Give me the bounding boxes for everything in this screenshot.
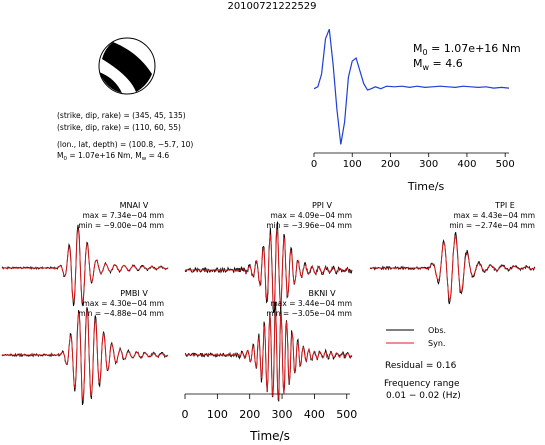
- station-max: max = 3.44e−04 mm: [270, 299, 352, 308]
- stf-tick-label: 200: [381, 159, 400, 170]
- stf-ticks: 0 100 200 300 400 500: [311, 153, 515, 170]
- station-min: min = −9.00e−04 mm: [78, 221, 164, 230]
- stf-tick-label: 500: [496, 159, 515, 170]
- waveform-tick-label: 0: [182, 408, 189, 421]
- station-min: min = −3.96e−04 mm: [266, 221, 352, 230]
- station-name: BKNI V: [308, 289, 336, 298]
- stf-chart: 0 100 200 300 400 500 Time/s M0 = 1.07e+16 Nm…: [311, 28, 521, 193]
- synthetic-waveform: [185, 229, 353, 310]
- fault-plane-1: (strike, dip, rake) = (345, 45, 135): [57, 111, 186, 120]
- fault-plane-2: (strike, dip, rake) = (110, 60, 55): [57, 123, 181, 132]
- legend-syn-label: Syn.: [428, 339, 445, 348]
- station-name: TPI E: [494, 201, 515, 210]
- moment-magnitude-line: M0 = 1.07e+16 Nm, Mw = 4.6: [57, 151, 169, 162]
- location-depth: (lon., lat, depth) = (100.8, −5.7, 10): [57, 140, 193, 149]
- synthetic-waveform: [185, 309, 353, 401]
- station-max: max = 4.30e−04 mm: [82, 299, 164, 308]
- legend-obs-label: Obs.: [428, 326, 446, 335]
- station-max: max = 4.43e−04 mm: [453, 211, 535, 220]
- stf-tick-label: 100: [343, 159, 362, 170]
- station-min: min = −3.05e−04 mm: [266, 309, 352, 318]
- stf-tick-label: 400: [457, 159, 476, 170]
- stf-xlabel: Time/s: [407, 180, 445, 193]
- stf-plot: [313, 28, 510, 145]
- station-max: max = 7.34e−04 mm: [82, 211, 164, 220]
- waveform-tick-label: 100: [207, 408, 228, 421]
- waveform-tick-label: 200: [239, 408, 260, 421]
- waveform-tick-label: 400: [304, 408, 325, 421]
- station-name: MNAI V: [120, 201, 149, 210]
- waveform-tick-label: 500: [336, 408, 357, 421]
- stf-tick-label: 0: [311, 159, 317, 170]
- stf-series-line: [313, 28, 510, 145]
- station-name: PPI V: [312, 201, 333, 210]
- stf-m0-label: M0 = 1.07e+16 Nm: [413, 42, 521, 57]
- beachball: [98, 37, 156, 95]
- station-min: min = −2.74e−04 mm: [449, 221, 535, 230]
- stf-tick-label: 300: [419, 159, 438, 170]
- frequency-value: 0.01 − 0.02 (Hz): [386, 391, 461, 401]
- residual-text: Residual = 0.16: [385, 361, 457, 371]
- station-name: PMBI V: [120, 289, 148, 298]
- frequency-title: Frequency range: [384, 379, 460, 389]
- synthetic-waveform: [2, 228, 169, 303]
- figure-title: 20100721222529: [227, 1, 316, 12]
- source-info: (strike, dip, rake) = (345, 45, 135) (st…: [57, 111, 193, 162]
- stf-mw-label: Mw = 4.6: [413, 57, 463, 72]
- synthetic-waveform: [370, 236, 536, 301]
- synthetic-waveform: [2, 309, 169, 401]
- waveform-tick-label: 300: [272, 408, 293, 421]
- waveform-x-axis: 0 100 200 300 400 500 Time/s: [182, 393, 357, 443]
- station-max: max = 4.09e−04 mm: [270, 211, 352, 220]
- station-min: min = −4.88e−04 mm: [78, 309, 164, 318]
- waveform-xlabel: Time/s: [249, 429, 290, 443]
- legend: Obs. Syn. Residual = 0.16 Frequency rang…: [384, 326, 461, 401]
